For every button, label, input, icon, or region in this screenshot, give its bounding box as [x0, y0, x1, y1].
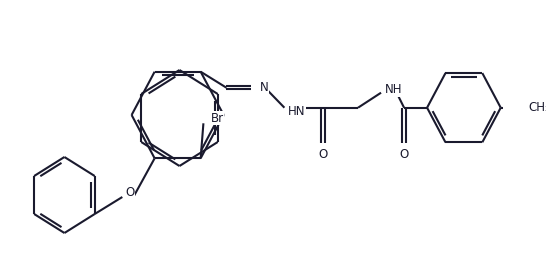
Text: O: O: [318, 148, 328, 161]
Text: HN: HN: [288, 105, 306, 118]
Text: NH: NH: [385, 83, 402, 96]
Text: N: N: [259, 81, 268, 94]
Text: Br: Br: [211, 112, 224, 125]
Text: O: O: [400, 148, 409, 161]
Text: O: O: [125, 186, 134, 199]
Text: CH₃: CH₃: [529, 101, 546, 114]
